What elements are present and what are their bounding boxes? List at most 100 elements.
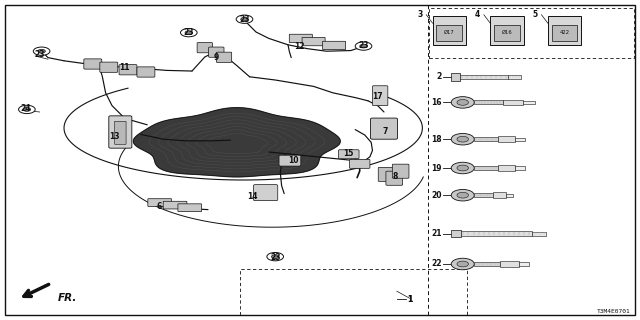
Text: 22: 22 <box>431 260 442 268</box>
FancyBboxPatch shape <box>119 65 137 75</box>
FancyBboxPatch shape <box>323 41 346 50</box>
Bar <box>490 16 524 45</box>
Circle shape <box>451 133 474 145</box>
Bar <box>460 75 508 79</box>
Circle shape <box>33 47 50 55</box>
Bar <box>494 25 520 41</box>
Circle shape <box>457 165 468 171</box>
FancyBboxPatch shape <box>386 171 403 185</box>
Bar <box>500 261 519 267</box>
FancyBboxPatch shape <box>349 159 370 168</box>
Text: 3: 3 <box>417 10 422 19</box>
Bar <box>499 165 515 171</box>
FancyBboxPatch shape <box>84 59 102 69</box>
Bar <box>548 16 581 45</box>
Circle shape <box>457 136 468 142</box>
Text: FR.: FR. <box>58 293 77 303</box>
Text: 14: 14 <box>248 192 258 201</box>
Text: 18: 18 <box>431 135 442 144</box>
FancyBboxPatch shape <box>253 185 278 201</box>
Text: 23: 23 <box>358 41 369 50</box>
Circle shape <box>271 255 279 259</box>
Text: 17: 17 <box>372 92 383 100</box>
Text: 6: 6 <box>156 202 161 211</box>
Text: T3M4E0701: T3M4E0701 <box>596 309 630 314</box>
Text: 23: 23 <box>270 253 280 262</box>
Circle shape <box>451 189 474 201</box>
Text: 5: 5 <box>532 10 538 19</box>
Bar <box>474 193 493 197</box>
FancyBboxPatch shape <box>209 47 224 57</box>
FancyBboxPatch shape <box>392 164 409 178</box>
Circle shape <box>451 97 474 108</box>
Text: 2: 2 <box>436 72 442 81</box>
Text: 23: 23 <box>184 28 194 36</box>
Bar <box>461 231 532 236</box>
Circle shape <box>23 108 31 111</box>
Text: 9: 9 <box>214 53 219 62</box>
Bar <box>552 25 577 41</box>
Circle shape <box>241 17 248 21</box>
Text: 21: 21 <box>431 229 442 238</box>
Circle shape <box>355 42 372 50</box>
Bar <box>508 75 521 79</box>
Text: 19: 19 <box>431 164 442 172</box>
Bar <box>524 101 535 104</box>
FancyBboxPatch shape <box>163 201 187 209</box>
Text: Ø16: Ø16 <box>502 29 512 35</box>
Circle shape <box>451 258 474 270</box>
Circle shape <box>457 261 468 267</box>
Circle shape <box>180 28 197 37</box>
FancyBboxPatch shape <box>339 150 359 159</box>
Text: 23: 23 <box>35 50 45 59</box>
FancyBboxPatch shape <box>137 67 155 77</box>
FancyBboxPatch shape <box>279 155 301 166</box>
FancyBboxPatch shape <box>100 62 118 72</box>
FancyBboxPatch shape <box>115 121 126 144</box>
Circle shape <box>19 105 35 114</box>
Circle shape <box>267 252 284 261</box>
Text: 16: 16 <box>431 98 442 107</box>
Bar <box>493 192 506 198</box>
Text: Ø17: Ø17 <box>444 29 454 35</box>
Text: 20: 20 <box>431 191 442 200</box>
FancyBboxPatch shape <box>371 118 397 139</box>
Circle shape <box>457 192 468 198</box>
Text: 13: 13 <box>109 132 119 140</box>
Text: 1: 1 <box>407 295 412 304</box>
Bar <box>532 232 546 236</box>
Circle shape <box>236 15 253 23</box>
Bar <box>451 230 461 237</box>
Bar <box>474 166 499 170</box>
Circle shape <box>457 100 468 105</box>
Bar <box>503 100 524 105</box>
Bar <box>436 25 462 41</box>
Bar <box>474 262 500 266</box>
Text: 1: 1 <box>407 295 412 304</box>
FancyBboxPatch shape <box>378 167 395 181</box>
FancyBboxPatch shape <box>372 86 388 106</box>
Bar <box>515 138 525 141</box>
Text: 8: 8 <box>393 172 398 180</box>
Circle shape <box>185 31 193 35</box>
Circle shape <box>451 162 474 174</box>
Text: 12: 12 <box>294 42 305 51</box>
Circle shape <box>38 49 45 53</box>
FancyBboxPatch shape <box>197 43 212 53</box>
FancyBboxPatch shape <box>302 37 325 46</box>
Bar <box>499 136 515 142</box>
Bar <box>474 100 503 104</box>
FancyBboxPatch shape <box>178 204 202 212</box>
Text: 24: 24 <box>20 104 31 113</box>
Text: 10: 10 <box>288 156 298 164</box>
Bar <box>519 262 529 266</box>
Circle shape <box>360 44 367 48</box>
Text: 23: 23 <box>239 15 250 24</box>
FancyBboxPatch shape <box>109 116 132 148</box>
Text: 15: 15 <box>344 149 354 158</box>
Bar <box>240 269 467 315</box>
FancyBboxPatch shape <box>216 52 232 62</box>
Text: 4: 4 <box>475 10 480 19</box>
Bar <box>506 194 513 197</box>
Bar <box>515 166 525 170</box>
